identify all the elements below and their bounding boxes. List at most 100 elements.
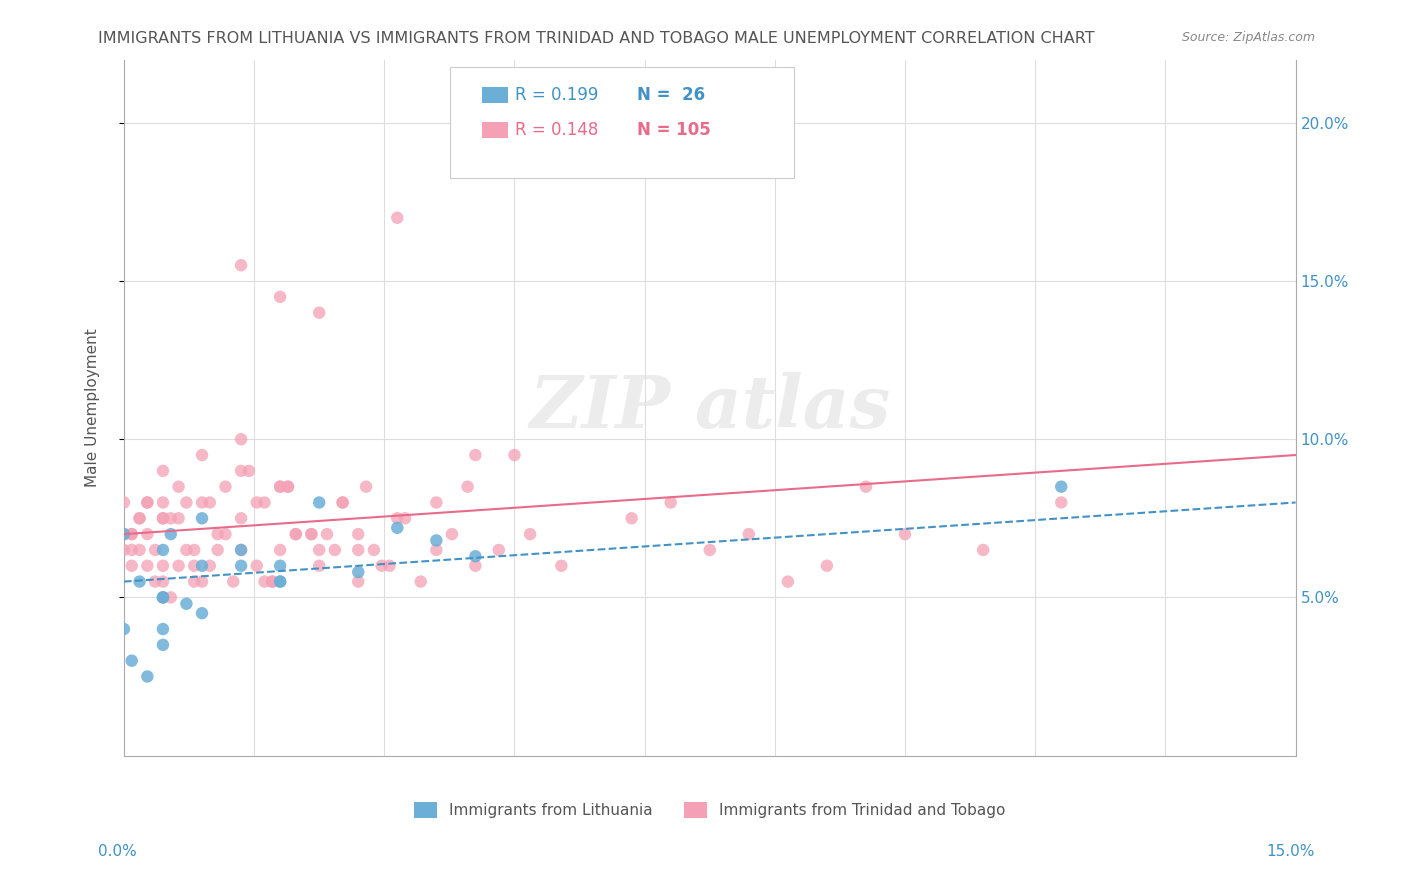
Text: N =  26: N = 26 bbox=[637, 86, 704, 103]
Point bbox=[152, 511, 174, 525]
Point bbox=[394, 511, 416, 525]
Point bbox=[176, 597, 198, 611]
Point bbox=[229, 543, 252, 558]
Point bbox=[198, 558, 221, 573]
Point bbox=[152, 638, 174, 652]
Point bbox=[550, 558, 572, 573]
Point bbox=[229, 558, 252, 573]
Point bbox=[284, 527, 307, 541]
Point bbox=[277, 480, 299, 494]
Point bbox=[387, 521, 409, 535]
Point bbox=[112, 527, 135, 541]
Point bbox=[176, 543, 198, 558]
Point bbox=[363, 543, 385, 558]
Point bbox=[269, 480, 291, 494]
Point bbox=[299, 527, 322, 541]
Point bbox=[136, 527, 159, 541]
Point bbox=[159, 591, 181, 605]
Point bbox=[347, 543, 370, 558]
Point bbox=[238, 464, 260, 478]
Point bbox=[183, 543, 205, 558]
Point bbox=[112, 527, 135, 541]
Point bbox=[112, 622, 135, 636]
Point bbox=[191, 606, 214, 620]
Point bbox=[308, 306, 330, 320]
Point bbox=[167, 558, 190, 573]
Point bbox=[121, 558, 143, 573]
Point bbox=[776, 574, 799, 589]
Point bbox=[159, 511, 181, 525]
Text: 0.0%: 0.0% bbox=[98, 845, 138, 859]
Point bbox=[112, 527, 135, 541]
Point bbox=[347, 565, 370, 579]
Point bbox=[152, 558, 174, 573]
Point bbox=[191, 511, 214, 525]
Point bbox=[128, 543, 150, 558]
Point bbox=[112, 527, 135, 541]
Point bbox=[370, 558, 392, 573]
Point bbox=[332, 495, 354, 509]
Point bbox=[284, 527, 307, 541]
Point bbox=[143, 543, 166, 558]
Point bbox=[253, 574, 276, 589]
Point bbox=[214, 527, 236, 541]
Point bbox=[620, 511, 643, 525]
Point bbox=[440, 527, 463, 541]
Point bbox=[152, 464, 174, 478]
Point bbox=[409, 574, 432, 589]
Point bbox=[152, 622, 174, 636]
Point bbox=[347, 527, 370, 541]
Point bbox=[316, 527, 339, 541]
Point bbox=[128, 574, 150, 589]
Point bbox=[855, 480, 877, 494]
Y-axis label: Male Unemployment: Male Unemployment bbox=[86, 328, 100, 487]
Point bbox=[262, 574, 284, 589]
Text: Source: ZipAtlas.com: Source: ZipAtlas.com bbox=[1181, 31, 1315, 45]
Point bbox=[136, 495, 159, 509]
Point bbox=[347, 574, 370, 589]
Point bbox=[191, 558, 214, 573]
Point bbox=[207, 543, 229, 558]
Point bbox=[229, 543, 252, 558]
Point bbox=[152, 543, 174, 558]
Point bbox=[488, 543, 510, 558]
Point bbox=[121, 654, 143, 668]
Point bbox=[308, 543, 330, 558]
Point bbox=[152, 574, 174, 589]
Point bbox=[152, 591, 174, 605]
Legend: Immigrants from Lithuania, Immigrants from Trinidad and Tobago: Immigrants from Lithuania, Immigrants fr… bbox=[408, 797, 1011, 824]
Point bbox=[464, 558, 486, 573]
Point bbox=[112, 495, 135, 509]
Point bbox=[229, 432, 252, 446]
Point bbox=[894, 527, 917, 541]
Point bbox=[425, 495, 447, 509]
Point bbox=[152, 591, 174, 605]
Point bbox=[815, 558, 838, 573]
Point bbox=[143, 574, 166, 589]
Point bbox=[699, 543, 721, 558]
Point bbox=[128, 511, 150, 525]
Point bbox=[229, 464, 252, 478]
Point bbox=[503, 448, 526, 462]
Point bbox=[269, 480, 291, 494]
Point bbox=[378, 558, 401, 573]
Text: R = 0.199: R = 0.199 bbox=[515, 86, 598, 103]
Point bbox=[262, 574, 284, 589]
Point bbox=[269, 574, 291, 589]
Text: N = 105: N = 105 bbox=[637, 121, 710, 139]
Text: 15.0%: 15.0% bbox=[1267, 845, 1315, 859]
Point bbox=[112, 543, 135, 558]
Point bbox=[659, 495, 682, 509]
Text: IMMIGRANTS FROM LITHUANIA VS IMMIGRANTS FROM TRINIDAD AND TOBAGO MALE UNEMPLOYME: IMMIGRANTS FROM LITHUANIA VS IMMIGRANTS … bbox=[98, 31, 1095, 46]
Point bbox=[269, 558, 291, 573]
Text: R = 0.148: R = 0.148 bbox=[515, 121, 598, 139]
Point bbox=[972, 543, 994, 558]
Point bbox=[183, 558, 205, 573]
Point bbox=[167, 511, 190, 525]
Point bbox=[387, 211, 409, 225]
Point bbox=[136, 558, 159, 573]
Point bbox=[253, 495, 276, 509]
Point bbox=[152, 591, 174, 605]
Point bbox=[191, 448, 214, 462]
Point bbox=[464, 549, 486, 564]
